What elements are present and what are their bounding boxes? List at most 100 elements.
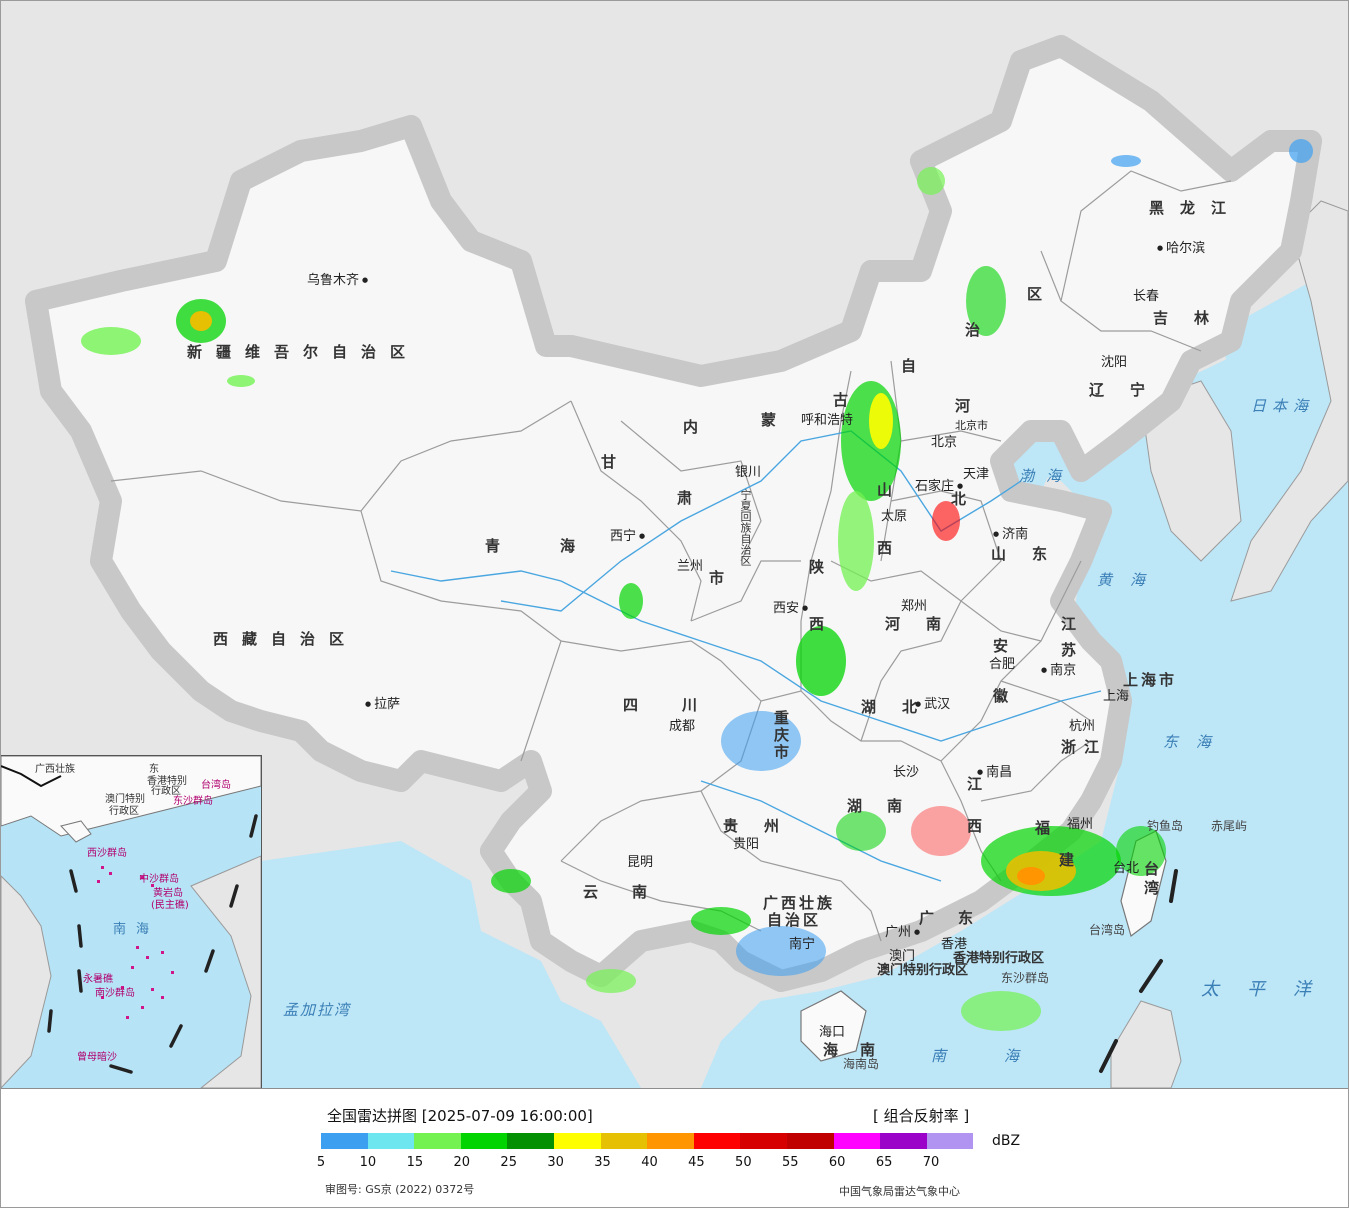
city-hongkong: 香港 xyxy=(941,937,968,952)
city-shenyang: 沈阳 xyxy=(1101,355,1128,370)
label-zhejiang: 浙江 xyxy=(1061,738,1108,756)
sea-taipingyang: 太平洋 xyxy=(1201,979,1339,1000)
inset-base xyxy=(1,756,261,1088)
inset-label-nansha: 南沙群岛 xyxy=(95,988,135,999)
label-neimenggu-5: 治 xyxy=(965,321,995,339)
south-china-sea-inset: 广西壮族 东 香港特别 行政区 澳门特别 行政区 台湾岛 东沙群岛 西沙群岛 中… xyxy=(1,755,262,1088)
city-xining: 西宁 xyxy=(610,525,645,544)
bay-of-bengal xyxy=(261,841,641,1088)
label-anhui-1: 安 xyxy=(993,637,1023,655)
inset-label-macau-2: 行政区 xyxy=(109,806,139,817)
city-lanzhou: 兰州 xyxy=(677,559,704,574)
sea-huanghai: 黄海 xyxy=(1097,571,1164,589)
korea-land xyxy=(1140,380,1242,562)
legend-unit: dBZ xyxy=(992,1133,1021,1149)
city-xian: 西安 xyxy=(773,597,808,616)
legend-tick-8: 45 xyxy=(688,1155,705,1170)
map-area: 新疆维吾尔自治区 西藏自治区 青海 甘 肃 四川 云南 贵州 广西壮族 自治区 … xyxy=(1,1,1348,1089)
label-shanghai: 上海市 xyxy=(1123,671,1178,689)
label-neimenggu-3: 古 xyxy=(833,391,863,409)
label-neimenggu-2: 蒙 xyxy=(761,411,791,429)
city-tianjin: 天津 xyxy=(963,467,990,482)
city-hohhot: 呼和浩特 xyxy=(801,413,854,428)
label-shaanxi-2: 西 xyxy=(809,615,839,633)
label-macau: 澳门特别行政区 xyxy=(877,963,969,978)
inset-label-huangyan-2: (民主礁) xyxy=(151,900,189,911)
label-fujian-2: 建 xyxy=(1059,851,1089,869)
label-hubei: 湖北 xyxy=(861,698,944,716)
inset-label-zhongsha: 中沙群岛 xyxy=(139,874,179,885)
city-wuhan: 武汉 xyxy=(915,693,950,712)
legend-product: [ 组合反射率 ] xyxy=(873,1107,970,1125)
city-shijiazhuang: 石家庄 xyxy=(915,475,963,494)
city-haikou: 海口 xyxy=(819,1025,846,1040)
legend-swatch-2 xyxy=(414,1133,461,1149)
label-xizang: 西藏自治区 xyxy=(213,630,359,648)
legend-tick-1: 10 xyxy=(359,1155,377,1170)
legend-swatch-4 xyxy=(507,1133,554,1149)
label-liaoning: 辽宁 xyxy=(1089,381,1172,399)
legend-swatch-1 xyxy=(367,1133,415,1149)
island-taiwandao: 台湾岛 xyxy=(1089,923,1126,937)
city-lhasa: 拉萨 xyxy=(365,693,400,712)
legend-swatch-3 xyxy=(460,1133,508,1149)
label-chongqing-1: 重 xyxy=(774,709,804,727)
city-taibei: 台北 xyxy=(1113,861,1140,876)
inset-label-taiwan: 台湾岛 xyxy=(201,780,231,791)
label-gansu-3: 市 xyxy=(709,569,739,587)
legend-panel: 全国雷达拼图 [2025-07-09 16:00:00] [ 组合反射率 ] d… xyxy=(1,1089,1348,1207)
label-sichuan: 四川 xyxy=(623,696,742,714)
legend-tick-7: 40 xyxy=(641,1155,658,1170)
inset-label-zengmu: 曾母暗沙 xyxy=(77,1052,117,1063)
label-yunnan: 云南 xyxy=(583,883,682,901)
dash-line xyxy=(1099,869,1178,1073)
legend-tick-9: 50 xyxy=(735,1155,752,1170)
city-guiyang: 贵阳 xyxy=(733,837,760,852)
label-jiangsu-2: 苏 xyxy=(1061,641,1091,659)
label-shaanxi-1: 陕 xyxy=(809,558,839,576)
label-jiangxi-2: 西 xyxy=(967,817,997,835)
label-guangdong: 广东 xyxy=(919,909,998,927)
inset-label-dongsha: 东沙群岛 xyxy=(173,796,213,807)
legend-swatch-7 xyxy=(647,1133,694,1149)
label-chongqing-3: 市 xyxy=(774,743,804,761)
legend-tick-10: 55 xyxy=(781,1155,799,1170)
label-hunan-1: 湖 xyxy=(847,797,877,815)
label-taiwan: 台湾 xyxy=(1142,861,1160,899)
island-dongsha: 东沙群岛 xyxy=(1001,971,1050,985)
label-neimenggu-6: 区 xyxy=(1027,285,1057,303)
label-gansu-2: 肃 xyxy=(677,489,707,507)
city-nanning: 南宁 xyxy=(789,937,816,952)
legend-swatch-11 xyxy=(833,1133,881,1149)
inset-label-guangxi: 广西壮族 xyxy=(35,764,75,775)
city-yinchuan: 银川 xyxy=(735,465,762,480)
label-jiangsu-1: 江 xyxy=(1061,615,1091,633)
label-neimenggu-1: 内 xyxy=(683,418,713,436)
city-zhengzhou: 郑州 xyxy=(901,599,928,614)
city-kunming: 昆明 xyxy=(627,855,654,870)
label-jilin: 吉林 xyxy=(1153,309,1236,327)
label-heilongjiang: 黑龙江 xyxy=(1149,199,1243,217)
label-neimenggu-4: 自 xyxy=(901,357,931,375)
legend-swatch-6 xyxy=(600,1133,648,1149)
label-gansu-1: 甘 xyxy=(601,453,631,471)
label-henan: 河南 xyxy=(885,615,968,633)
legend-tick-13: 70 xyxy=(922,1155,940,1170)
province-borders xyxy=(110,170,1232,942)
philippines-land xyxy=(1110,1000,1182,1088)
legend-tick-0: 5 xyxy=(316,1155,326,1170)
city-jinan: 济南 xyxy=(993,523,1028,542)
city-changchun: 长春 xyxy=(1133,289,1160,304)
legend-tick-3: 20 xyxy=(453,1155,471,1170)
legend-swatch-10 xyxy=(786,1133,834,1149)
city-beijing: 北京市 xyxy=(955,419,988,432)
city-nanjing: 南京 xyxy=(1041,659,1076,678)
island-hainandao: 海南岛 xyxy=(843,1057,880,1071)
island-chiweiyu: 赤尾屿 xyxy=(1211,819,1248,833)
sea-bohai: 渤海 xyxy=(1019,467,1074,485)
inset-label-nanhai: 南海 xyxy=(113,922,160,937)
legend-swatch-9 xyxy=(740,1133,787,1149)
sea-ribenhai: 日本海 xyxy=(1251,397,1315,415)
label-anhui-2: 徽 xyxy=(993,687,1023,705)
